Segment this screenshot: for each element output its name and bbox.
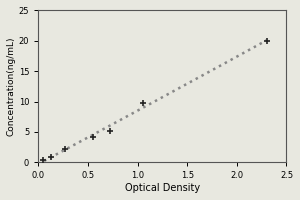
X-axis label: Optical Density: Optical Density <box>125 183 200 193</box>
Y-axis label: Concentration(ng/mL): Concentration(ng/mL) <box>7 37 16 136</box>
